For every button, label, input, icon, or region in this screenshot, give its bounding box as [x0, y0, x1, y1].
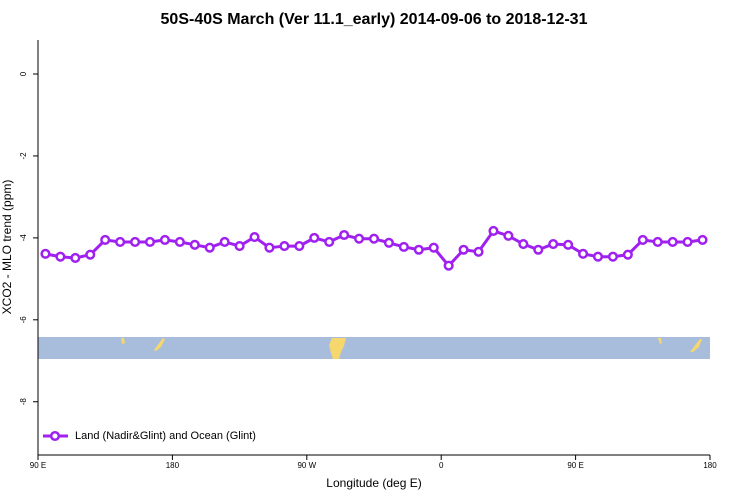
data-point	[368, 233, 380, 244]
data-point	[70, 252, 81, 263]
data-point	[607, 251, 618, 262]
data-point	[398, 241, 409, 252]
data-point	[473, 246, 484, 257]
x-axis-label: Longitude (deg E)	[326, 476, 421, 490]
data-point	[592, 251, 604, 262]
x-tick-label: 90 E	[30, 461, 46, 470]
data-point	[264, 242, 275, 253]
y-tick-label: -4	[19, 234, 28, 242]
y-tick-label: -8	[19, 398, 28, 406]
land-ocean-strip	[38, 337, 710, 359]
data-point	[204, 242, 215, 253]
data-point	[503, 230, 514, 241]
data-point	[100, 234, 111, 245]
ocean-band	[38, 337, 710, 359]
y-tick-label: -2	[19, 152, 28, 160]
data-point	[682, 236, 693, 248]
data-point	[428, 242, 439, 253]
data-point	[294, 241, 305, 252]
x-tick-label: 90 E	[567, 461, 583, 470]
x-tick-label: 0	[439, 461, 444, 470]
data-point	[324, 236, 335, 248]
data-point	[533, 244, 544, 255]
data-point	[40, 248, 51, 259]
data-point	[279, 241, 290, 252]
data-point	[458, 244, 469, 255]
x-tick-label: 180	[703, 461, 717, 470]
x-tick-label: 180	[166, 461, 180, 470]
data-point	[189, 239, 200, 250]
data-point	[85, 249, 96, 260]
data-point	[130, 236, 141, 248]
data-point	[309, 232, 320, 243]
data-point	[144, 236, 156, 248]
data-point	[413, 244, 424, 255]
data-point	[219, 236, 230, 248]
data-point	[174, 236, 185, 248]
data-point	[383, 237, 394, 248]
data-point	[637, 234, 648, 245]
data-point	[548, 238, 559, 250]
legend-label: Land (Nadir&Glint) and Ocean (Glint)	[75, 430, 256, 442]
data-point	[115, 236, 126, 248]
legend-marker	[49, 430, 61, 442]
data-point	[339, 229, 350, 241]
data-point	[443, 260, 454, 271]
y-axis-label: XCO2 - MLO trend (ppm)	[0, 180, 14, 315]
data-point	[652, 236, 663, 248]
data-point	[578, 248, 589, 259]
data-point	[354, 233, 365, 244]
data-point	[697, 234, 708, 245]
data-point	[488, 225, 499, 236]
data-point	[159, 234, 170, 245]
y-tick-label: -6	[19, 316, 28, 324]
data-point	[234, 241, 245, 252]
data-point	[622, 249, 633, 260]
x-tick-label: 90 W	[297, 461, 316, 470]
y-tick-label: 0	[19, 71, 28, 76]
data-point	[55, 251, 66, 262]
data-point	[249, 232, 260, 243]
chart-title: 50S-40S March (Ver 11.1_early) 2014-09-0…	[161, 11, 588, 28]
data-point	[667, 236, 678, 248]
data-point	[563, 239, 574, 250]
data-point	[518, 238, 529, 250]
